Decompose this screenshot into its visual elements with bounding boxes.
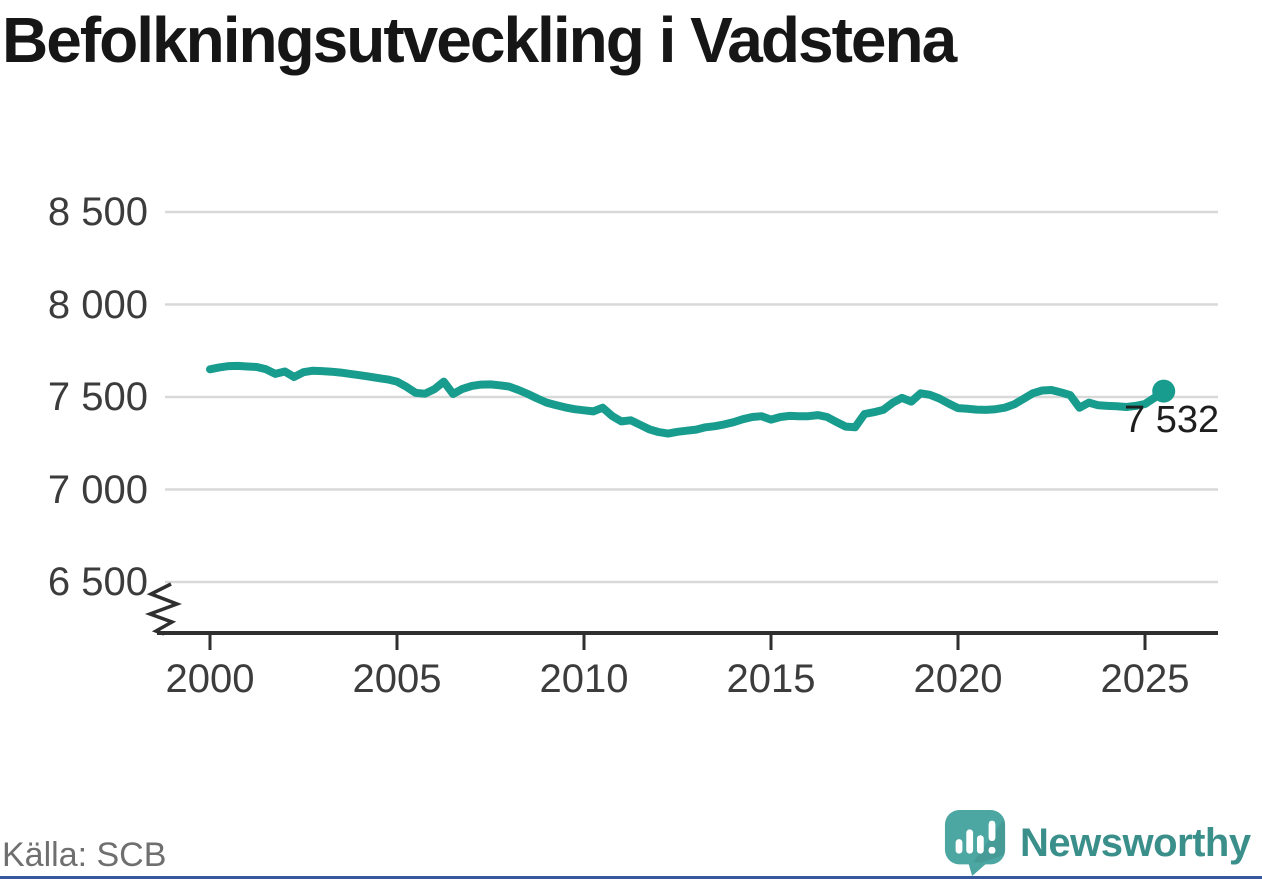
newsworthy-logo-text: Newsworthy [1020, 820, 1251, 865]
end-point-dot [1152, 379, 1176, 403]
y-axis-tick-label: 8 500 [47, 190, 148, 234]
population-line [206, 361, 1168, 438]
newsworthy-logo-icon [944, 810, 1006, 876]
line-chart: 8 500 8 000 7 500 7 000 6 500 2000 2005 2010 20… [47, 190, 1220, 701]
y-axis-tick-label: 6 500 [47, 560, 148, 604]
newsworthy-logo: Newsworthy [944, 810, 1251, 876]
x-axis-tick-label: 2015 [726, 657, 816, 701]
bottom-accent-bar [0, 876, 1262, 879]
y-axis-tick-label: 7 500 [47, 375, 148, 419]
y-axis-tick-label: 8 000 [47, 282, 148, 327]
x-axis-tick-label: 2025 [1100, 657, 1190, 701]
chart-title: Befolkningsutveckling i Vadstena [2, 4, 957, 76]
source-label: Källa: SCB [2, 836, 167, 874]
axis-break-zigzag [144, 582, 182, 636]
chart-canvas [144, 210, 1218, 650]
x-axis-tick-label: 2010 [539, 657, 629, 701]
x-axis-tick-label: 2005 [352, 657, 442, 701]
x-axis-tick-label: 2000 [165, 657, 255, 701]
end-value-label: 7 532 [1124, 399, 1220, 441]
x-axis-tick-label: 2020 [913, 657, 1003, 701]
y-axis-tick-label: 7 000 [47, 467, 148, 512]
